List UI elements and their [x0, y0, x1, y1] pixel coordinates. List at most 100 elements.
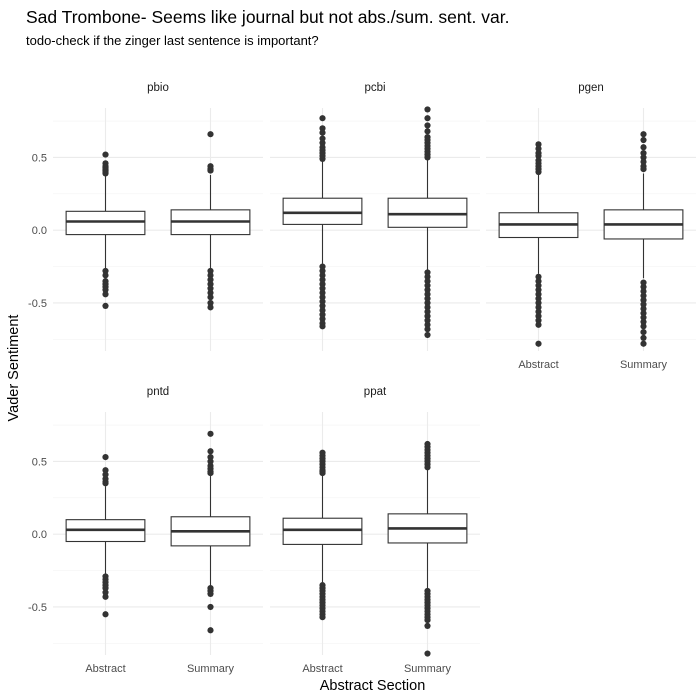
- outlier-point: [207, 272, 214, 279]
- outlier-point: [102, 286, 109, 293]
- outlier-point: [640, 323, 647, 330]
- box-summary: [170, 131, 251, 311]
- outlier-point: [424, 115, 431, 122]
- outlier-point: [319, 323, 326, 330]
- y-tick-label: 0.0: [32, 225, 47, 237]
- outlier-point: [640, 288, 647, 295]
- outlier-point: [319, 307, 326, 314]
- outlier-point: [640, 318, 647, 325]
- facet-panel-pntd: pntd -0.5 0.0 0.5 Abstract Summary: [28, 386, 263, 675]
- outlier-point: [640, 340, 647, 347]
- outlier-point: [102, 454, 109, 461]
- iqr-box: [65, 210, 146, 236]
- outlier-point: [319, 280, 326, 288]
- outlier-point: [424, 317, 431, 324]
- outlier-point: [319, 294, 326, 301]
- outlier-point: [319, 129, 326, 136]
- outlier-point: [319, 315, 326, 323]
- iqr-box: [282, 517, 363, 545]
- outlier-point: [207, 167, 214, 174]
- outlier-point: [535, 299, 542, 307]
- outlier-point: [207, 280, 214, 288]
- outlier-point: [424, 286, 431, 293]
- x-tick-label: Abstract: [302, 663, 342, 675]
- outlier-point: [424, 122, 431, 129]
- outlier-point: [640, 283, 647, 291]
- outlier-point: [102, 170, 109, 177]
- outlier-point: [207, 458, 214, 465]
- outlier-point: [424, 269, 431, 276]
- box-abstract: [282, 115, 363, 330]
- outlier-point: [640, 314, 647, 321]
- chart-title: Sad Trombone- Seems like journal but not…: [26, 7, 510, 27]
- outlier-point: [102, 302, 109, 309]
- outlier-point: [535, 278, 542, 285]
- outlier-point: [207, 448, 214, 455]
- y-tick-label: -0.5: [28, 298, 47, 310]
- box-summary: [603, 131, 684, 347]
- outlier-point: [424, 650, 431, 657]
- outlier-point: [102, 267, 109, 275]
- facet-panel-ppat: ppat Abstract Summary: [270, 386, 480, 675]
- chart-subtitle: todo-check if the zinger last sentence i…: [26, 33, 319, 48]
- outlier-point: [207, 454, 214, 461]
- facet-panel-pgen: pgen Abstract Summary: [486, 82, 696, 371]
- outlier-point: [319, 285, 326, 292]
- outlier-point: [102, 467, 109, 474]
- outlier-point: [102, 471, 109, 478]
- outlier-point: [640, 296, 647, 304]
- outlier-point: [424, 299, 431, 307]
- outlier-point: [207, 299, 214, 307]
- outlier-point: [319, 276, 326, 283]
- iqr-box: [282, 197, 363, 225]
- box-abstract: [65, 151, 146, 309]
- outlier-point: [535, 168, 542, 176]
- outlier-point: [424, 282, 431, 289]
- y-tick-label: 0.0: [32, 529, 47, 541]
- outlier-point: [319, 272, 326, 279]
- y-tick-label: 0.5: [32, 152, 47, 164]
- outlier-point: [640, 334, 647, 342]
- outlier-point: [319, 135, 326, 142]
- box-abstract: [498, 141, 579, 347]
- box-abstract: [65, 454, 146, 618]
- outlier-point: [535, 304, 542, 311]
- outlier-point: [424, 291, 431, 298]
- outlier-point: [535, 152, 542, 160]
- outlier-point: [102, 480, 109, 487]
- outlier-point: [319, 115, 326, 122]
- outlier-point: [535, 321, 542, 328]
- outlier-point: [535, 308, 542, 315]
- outlier-point: [424, 308, 431, 315]
- outlier-point: [640, 154, 647, 161]
- outlier-point: [207, 590, 214, 597]
- outlier-point: [102, 611, 109, 618]
- x-tick-label: Abstract: [518, 359, 558, 371]
- x-axis-label: Abstract Section: [319, 678, 426, 694]
- box-summary: [387, 440, 468, 657]
- outlier-point: [319, 267, 326, 275]
- y-axis-label: Vader Sentiment: [6, 314, 22, 422]
- outlier-point: [102, 584, 109, 592]
- outlier-point: [640, 131, 647, 138]
- outlier-point: [424, 464, 431, 471]
- outlier-point: [535, 141, 542, 148]
- outlier-point: [535, 291, 542, 298]
- outlier-point: [207, 430, 214, 437]
- outlier-point: [640, 158, 647, 165]
- outlier-point: [535, 295, 542, 302]
- outlier-point: [319, 155, 326, 163]
- outlier-point: [535, 340, 542, 347]
- outlier-point: [207, 289, 214, 296]
- outlier-point: [640, 310, 647, 317]
- outlier-point: [424, 312, 431, 320]
- outlier-point: [319, 263, 326, 270]
- outlier-point: [424, 326, 431, 333]
- x-tick-label: Summary: [187, 663, 235, 675]
- outlier-point: [424, 622, 431, 629]
- outlier-point: [207, 627, 214, 634]
- box-summary: [387, 106, 468, 339]
- box-abstract: [282, 449, 363, 621]
- outlier-point: [424, 128, 431, 135]
